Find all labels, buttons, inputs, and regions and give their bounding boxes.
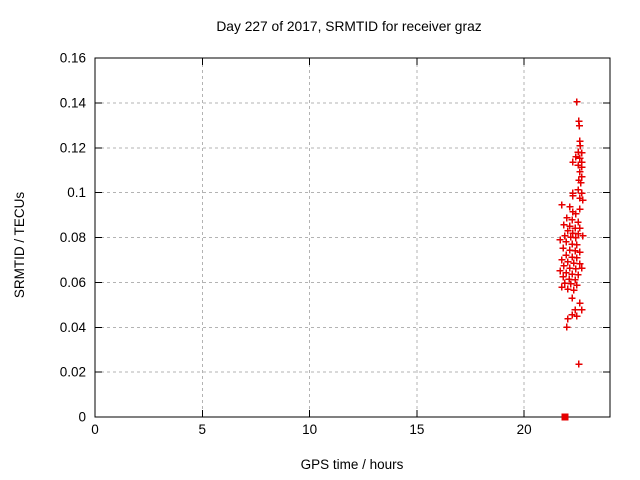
data-point-plus: [572, 234, 580, 242]
data-point-plus: [562, 251, 570, 259]
data-point-plus: [560, 262, 568, 270]
x-tick-label: 0: [91, 422, 99, 437]
data-point-plus: [577, 179, 585, 187]
y-tick-label: 0.04: [60, 320, 87, 335]
data-point-plus: [556, 236, 564, 244]
data-point-plus: [574, 186, 582, 194]
data-point-plus: [571, 276, 579, 284]
x-tick-label: 20: [517, 422, 532, 437]
data-point-plus: [566, 203, 574, 211]
data-point-plus: [573, 312, 581, 320]
data-point-plus: [574, 218, 582, 226]
data-point-plus: [576, 248, 584, 256]
data-point-plus: [575, 122, 583, 130]
data-point-plus: [558, 201, 566, 209]
data-point-plus: [573, 241, 581, 249]
data-point-plus: [567, 280, 575, 288]
data-point-plus: [568, 253, 576, 261]
data-point-plus: [578, 189, 586, 197]
y-tick-label: 0.16: [60, 51, 86, 66]
data-point-plus: [565, 275, 573, 283]
data-point-plus: [573, 254, 581, 262]
data-point-plus: [579, 232, 587, 240]
data-point-plus: [574, 148, 582, 156]
data-point-plus: [566, 264, 574, 272]
data-point-plus: [564, 315, 572, 323]
data-point-plus: [558, 256, 566, 264]
data-point-plus: [566, 246, 574, 254]
y-tick-label: 0: [78, 410, 86, 425]
data-point-plus: [579, 196, 587, 204]
data-point-plus: [564, 258, 572, 266]
x-tick-label: 5: [199, 422, 207, 437]
data-point-plus: [561, 279, 569, 287]
data-point-plus: [573, 281, 581, 289]
data-point-plus: [563, 323, 571, 331]
data-point-plus: [564, 227, 572, 235]
data-point-plus: [576, 260, 584, 268]
data-point-plus: [574, 230, 582, 238]
data-point-plus: [578, 264, 586, 272]
data-point-plus: [572, 265, 580, 273]
data-point-plus: [576, 299, 584, 307]
data-point-plus: [569, 158, 577, 166]
data-point-square: [561, 413, 569, 421]
data-point-plus: [559, 273, 567, 281]
y-tick-label: 0.06: [60, 275, 86, 290]
y-tick-label: 0.02: [60, 365, 86, 380]
x-tick-label: 10: [302, 422, 317, 437]
y-tick-label: 0.14: [60, 95, 87, 110]
data-point-plus: [574, 161, 582, 169]
plot-area: 0 5 10 15 20 0 0.02 0.04 0.06 0.08 0.1 0.12 0.14 0.16: [60, 51, 611, 437]
data-point-plus: [561, 232, 569, 240]
x-axis-label: GPS time / hours: [301, 457, 404, 472]
y-axis-label: SRMTID / TECUs: [12, 192, 27, 299]
data-point-plus: [562, 238, 570, 246]
data-point-plus: [573, 98, 581, 106]
data-point-plus: [556, 267, 564, 275]
plot-border: [94, 57, 611, 418]
data-point-plus: [576, 142, 584, 150]
data-point-plus: [563, 214, 571, 222]
data-point-plus: [567, 233, 575, 241]
data-point-plus: [568, 270, 576, 278]
data-point-plus: [562, 269, 570, 277]
data-point-plus: [568, 311, 576, 319]
data-point-plus: [575, 360, 583, 368]
data-point-plus: [576, 224, 584, 232]
data-point-plus: [578, 306, 586, 314]
data-point-plus: [572, 153, 580, 161]
data-point-plus: [576, 154, 584, 162]
chart-title: Day 227 of 2017, SRMTID for receiver gra…: [216, 19, 481, 34]
data-point-plus: [559, 244, 567, 252]
data-point-plus: [571, 306, 579, 314]
data-point-plus: [578, 163, 586, 171]
data-point-plus: [568, 240, 576, 248]
data-point-plus: [572, 210, 580, 218]
data-point-plus: [568, 216, 576, 224]
data-point-plus: [569, 192, 577, 200]
x-tick-label: 15: [409, 422, 424, 437]
data-point-plus: [570, 259, 578, 267]
data-point-plus: [570, 286, 578, 294]
y-tick-label: 0.08: [60, 230, 86, 245]
data-point-plus: [571, 247, 579, 255]
data-point-plus: [578, 149, 586, 157]
data-point-plus: [574, 271, 582, 279]
data-point-plus: [576, 168, 584, 176]
data-point-plus: [558, 283, 566, 291]
data-point-plus: [566, 222, 574, 230]
data-point-plus: [560, 221, 568, 229]
data-point-plus: [576, 205, 584, 213]
data-point-plus: [564, 285, 572, 293]
data-point-plus: [568, 294, 576, 302]
y-tick-label: 0.12: [60, 140, 86, 155]
y-tick-label: 0.1: [67, 185, 86, 200]
data-point-plus: [569, 229, 577, 237]
